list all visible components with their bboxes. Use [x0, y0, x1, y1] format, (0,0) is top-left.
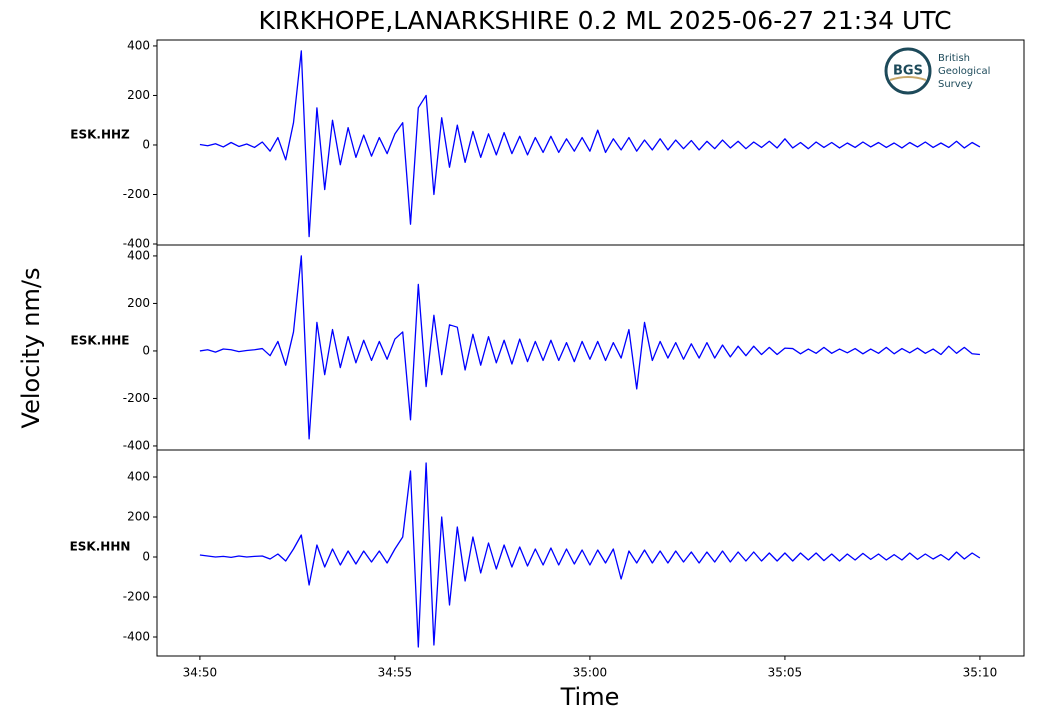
x-tick-label: 35:05 — [768, 666, 803, 680]
plot-area — [199, 50, 981, 238]
channel-label: ESK.HHZ — [70, 127, 130, 141]
y-tick-label: -200 — [123, 391, 150, 405]
y-tick-label: 200 — [127, 88, 150, 102]
y-tick-label: -400 — [123, 237, 150, 251]
y-tick-label: 200 — [127, 510, 150, 524]
logo: BGS British Geological Survey — [884, 47, 990, 95]
logo-wave — [889, 76, 927, 81]
y-tick-label: 0 — [142, 137, 150, 151]
logo-ring — [884, 47, 932, 95]
y-tick-label: 0 — [142, 550, 150, 564]
channel-label: ESK.HHE — [71, 333, 130, 347]
panel-frame — [156, 449, 1025, 657]
x-tick-label: 34:50 — [183, 666, 218, 680]
logo-text: Survey — [938, 79, 973, 90]
y-tick-label: 0 — [142, 343, 150, 357]
waveform — [199, 255, 980, 440]
y-tick-label: 400 — [127, 248, 150, 262]
logo-text: Geological — [938, 66, 990, 77]
y-tick-label: -200 — [123, 590, 150, 604]
y-tick-label: -400 — [123, 438, 150, 452]
waveform — [199, 50, 981, 238]
channel-label: ESK.HHN — [70, 540, 131, 554]
logo-text: British — [938, 53, 970, 64]
plot-area — [199, 255, 980, 440]
x-tick-label: 35:10 — [963, 666, 998, 680]
waveform — [199, 462, 981, 648]
plot-area — [199, 462, 981, 648]
panel-frame — [156, 244, 1025, 451]
x-tick-label: 35:00 — [573, 666, 608, 680]
chart-title: KIRKHOPE,LANARKSHIRE 0.2 ML 2025-06-27 2… — [258, 6, 951, 35]
y-tick-label: 200 — [127, 296, 150, 310]
x-axis-label: Time — [560, 683, 620, 711]
y-tick-label: -400 — [123, 630, 150, 644]
y-tick-label: -200 — [123, 187, 150, 201]
y-axis-label: Velocity nm/s — [17, 268, 45, 429]
logo-mark: BGS — [893, 64, 923, 79]
x-tick-label: 34:55 — [378, 666, 413, 680]
y-tick-label: 400 — [127, 38, 150, 52]
y-tick-label: 400 — [127, 470, 150, 484]
